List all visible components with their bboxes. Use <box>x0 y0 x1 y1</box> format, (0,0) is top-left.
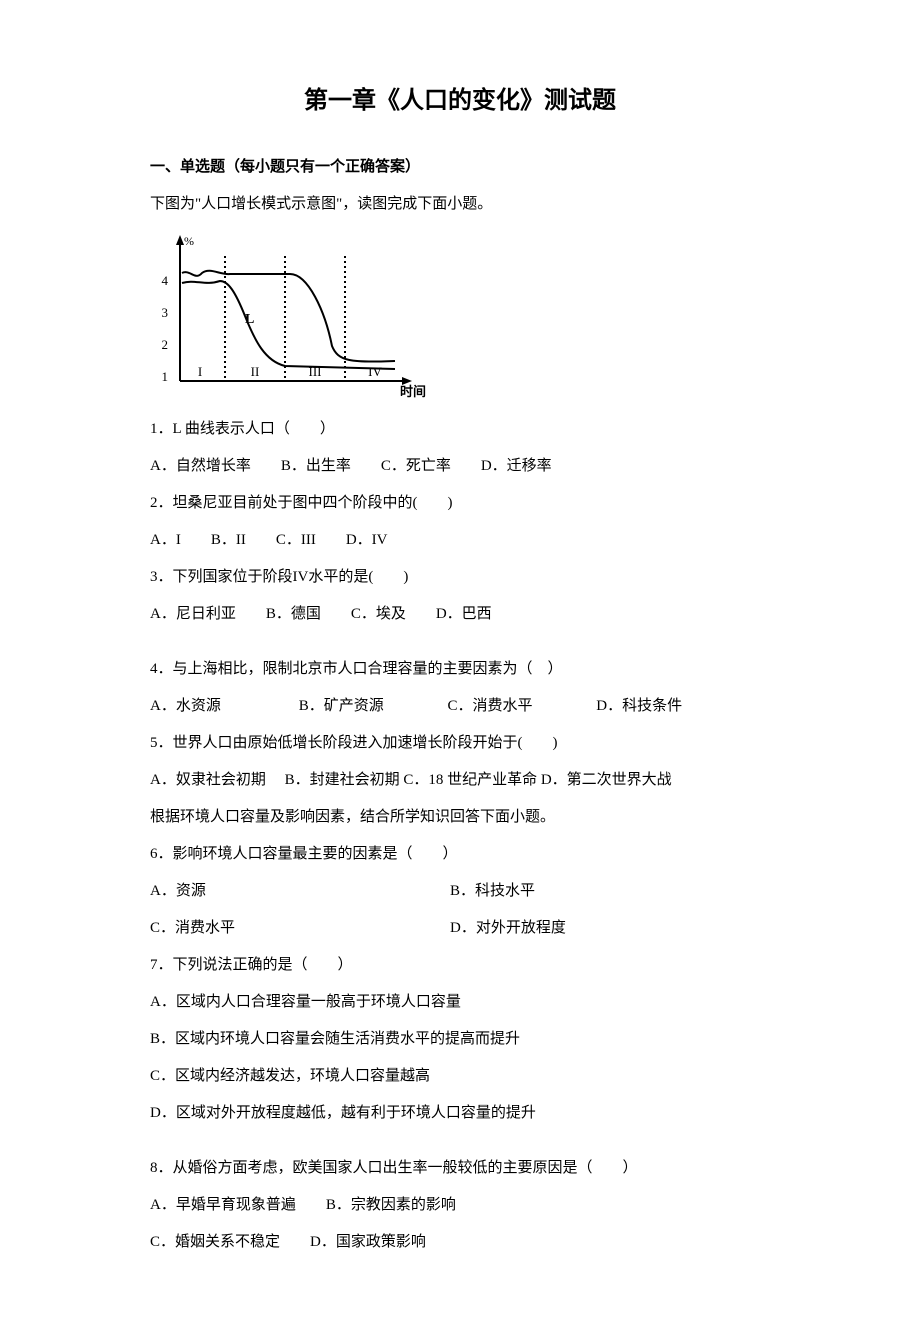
population-growth-chart: 1 2 3 4 % L I II III IV 时间 <box>150 231 770 401</box>
q1-text: 1．L 曲线表示人口（ ） <box>150 413 770 446</box>
q7-opt-b: B．区域内环境人口容量会随生活消费水平的提高而提升 <box>150 1023 770 1056</box>
curve-l-label: L <box>245 312 254 327</box>
section-heading: 一、单选题（每小题只有一个正确答案） <box>150 155 770 176</box>
q3-options: A．尼日利亚 B．德国 C．埃及 D．巴西 <box>150 598 770 631</box>
spacer-2 <box>150 1134 770 1152</box>
q7-opt-c: C．区域内经济越发达，环境人口容量越高 <box>150 1060 770 1093</box>
svg-text:%: % <box>184 234 194 248</box>
q4-opt-a: A．水资源 <box>150 690 295 723</box>
svg-text:2: 2 <box>162 337 169 352</box>
q2-options: A．I B．II C．III D．IV <box>150 524 770 557</box>
spacer <box>150 635 770 653</box>
q1-options: A．自然增长率 B．出生率 C．死亡率 D．迁移率 <box>150 450 770 483</box>
q3-text: 3．下列国家位于阶段IV水平的是( ) <box>150 561 770 594</box>
q4-opt-c: C．消费水平 <box>448 690 593 723</box>
svg-text:3: 3 <box>162 305 169 320</box>
q6-opt-d: D．对外开放程度 <box>450 912 566 945</box>
q6-opt-a: A．资源 <box>150 875 450 908</box>
chart-intro: 下图为"人口增长模式示意图"，读图完成下面小题。 <box>150 188 770 221</box>
svg-text:1: 1 <box>162 369 169 384</box>
q5-options: A．奴隶社会初期 B．封建社会初期 C．18 世纪产业革命 D．第二次世界大战 <box>150 764 770 797</box>
svg-text:II: II <box>251 364 260 379</box>
chart-svg: 1 2 3 4 % L I II III IV 时间 <box>150 231 430 401</box>
svg-text:时间: 时间 <box>400 384 426 399</box>
exam-page: 第一章《人口的变化》测试题 一、单选题（每小题只有一个正确答案） 下图为"人口增… <box>0 0 920 1343</box>
q6-opt-c: C．消费水平 <box>150 912 450 945</box>
intro2: 根据环境人口容量及影响因素，结合所学知识回答下面小题。 <box>150 801 770 834</box>
q4-text: 4．与上海相比，限制北京市人口合理容量的主要因素为（ ） <box>150 653 770 686</box>
q4-opt-b: B．矿产资源 <box>299 690 444 723</box>
svg-text:III: III <box>309 364 322 379</box>
q6-row2: C．消费水平 D．对外开放程度 <box>150 912 770 945</box>
svg-text:I: I <box>198 364 202 379</box>
q6-row1: A．资源 B．科技水平 <box>150 875 770 908</box>
q7-opt-a: A．区域内人口合理容量一般高于环境人口容量 <box>150 986 770 1019</box>
q8-row1: A．早婚早育现象普遍 B．宗教因素的影响 <box>150 1189 770 1222</box>
q8-text: 8．从婚俗方面考虑，欧美国家人口出生率一般较低的主要原因是（ ） <box>150 1152 770 1185</box>
q7-opt-d: D．区域对外开放程度越低，越有利于环境人口容量的提升 <box>150 1097 770 1130</box>
svg-text:4: 4 <box>162 273 169 288</box>
q2-text: 2．坦桑尼亚目前处于图中四个阶段中的( ) <box>150 487 770 520</box>
q8-row2: C．婚姻关系不稳定 D．国家政策影响 <box>150 1226 770 1259</box>
q7-text: 7．下列说法正确的是（ ） <box>150 949 770 982</box>
page-title: 第一章《人口的变化》测试题 <box>150 80 770 115</box>
q6-opt-b: B．科技水平 <box>450 875 535 908</box>
q5-text: 5．世界人口由原始低增长阶段进入加速增长阶段开始于( ) <box>150 727 770 760</box>
svg-text:IV: IV <box>368 364 382 379</box>
q4-options: A．水资源 B．矿产资源 C．消费水平 D．科技条件 <box>150 690 770 723</box>
q4-opt-d: D．科技条件 <box>596 690 682 723</box>
q6-text: 6．影响环境人口容量最主要的因素是（ ） <box>150 838 770 871</box>
